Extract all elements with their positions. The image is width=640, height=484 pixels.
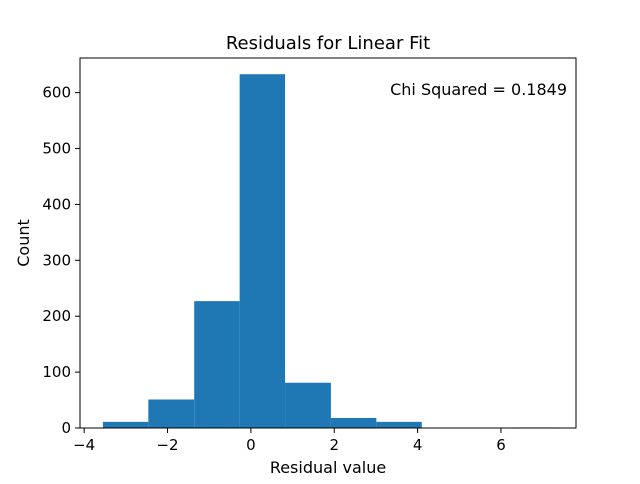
chi-squared-annotation: Chi Squared = 0.1849 — [390, 80, 567, 99]
y-tick-label: 100 — [42, 363, 71, 381]
plot-frame — [79, 57, 577, 429]
x-tick-label: 6 — [496, 436, 506, 454]
histogram-bar — [148, 399, 195, 428]
histogram-bar — [285, 382, 331, 428]
x-axis-label: Residual value — [270, 458, 386, 477]
y-tick-label: 300 — [42, 251, 71, 269]
histogram-bar — [102, 421, 149, 428]
y-axis-label: Count — [14, 219, 33, 267]
histogram-bar — [239, 74, 286, 429]
x-tick-label: 0 — [246, 436, 256, 454]
bars-layer — [102, 74, 559, 429]
chart-title: Residuals for Linear Fit — [226, 33, 430, 54]
x-tick-label: 2 — [329, 436, 339, 454]
x-tick-label: 4 — [413, 436, 423, 454]
x-axis: −4 −2 0 2 4 6 — [73, 428, 506, 454]
y-tick-label: 600 — [42, 84, 71, 102]
histogram-bar — [330, 417, 377, 428]
histogram-bar — [194, 301, 240, 428]
x-tick-label: −4 — [73, 436, 95, 454]
x-tick-label: −2 — [156, 436, 178, 454]
y-tick-label: 0 — [61, 419, 71, 437]
y-tick-label: 200 — [42, 307, 71, 325]
histogram-bar — [376, 421, 422, 428]
y-tick-label: 400 — [42, 195, 71, 213]
y-tick-label: 500 — [42, 140, 71, 158]
y-axis: 0 100 200 300 400 500 600 — [42, 84, 80, 437]
